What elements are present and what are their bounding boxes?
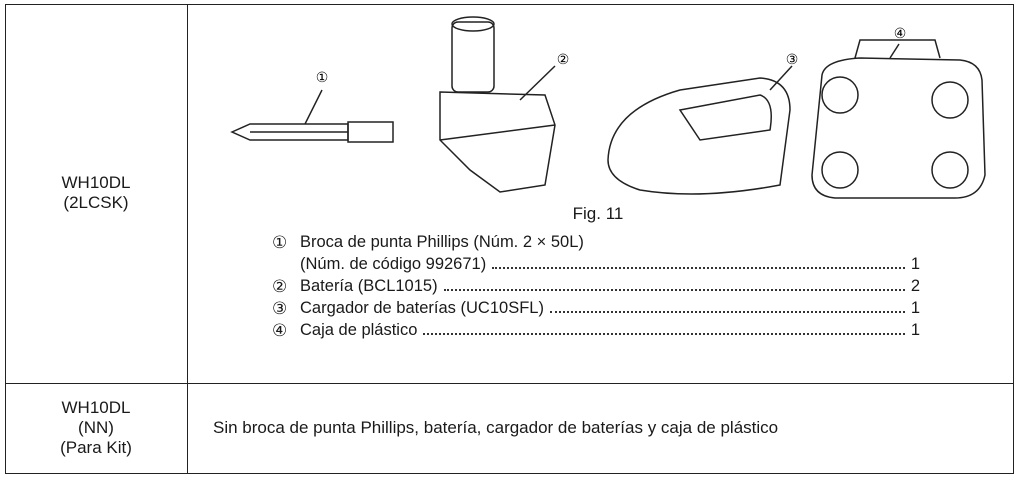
column-divider [187, 4, 188, 474]
item-line: Batería (BCL1015) 2 [300, 274, 920, 296]
item-qty: 2 [910, 277, 920, 295]
drawings [230, 16, 986, 199]
item-text: Caja de plástico [300, 321, 418, 339]
note: Sin broca de punta Phillips, batería, ca… [213, 418, 779, 437]
item-marker: ② [272, 277, 288, 296]
leader [549, 311, 905, 313]
leader [443, 289, 905, 291]
model-line: WH10DL [61, 173, 131, 192]
item-text: Batería (BCL1015) [300, 277, 438, 295]
leader [492, 267, 905, 269]
item-qty: 1 [910, 299, 920, 317]
item-text: Cargador de baterías (UC10SFL) [300, 299, 544, 317]
item-line: Cargador de baterías (UC10SFL) 1 [300, 296, 920, 318]
figure-caption: Fig. 11 [572, 204, 624, 223]
item-qty: 1 [910, 255, 920, 273]
callout: ③ [786, 51, 799, 67]
model-line: (2LCSK) [63, 193, 129, 212]
model-line: (NN) [78, 418, 114, 437]
callout: ② [557, 51, 570, 67]
leader [423, 333, 905, 335]
item-qty: 1 [910, 321, 920, 339]
item-text: (Núm. de código 992671) [300, 255, 487, 273]
item-line: Caja de plástico 1 [300, 318, 920, 340]
model-line: WH10DL [61, 398, 131, 417]
item-marker: ④ [272, 321, 288, 340]
callout: ④ [894, 25, 907, 41]
item-line: Broca de punta Phillips (Núm. 2 × 50L) [300, 230, 920, 252]
model-cell: WH10DL (2LCSK) [5, 173, 187, 213]
item-marker: ① [272, 233, 288, 252]
callout: ① [316, 69, 329, 85]
item-marker: ③ [272, 299, 288, 318]
model-line: (Para Kit) [60, 438, 132, 457]
item-line: (Núm. de código 992671) 1 [300, 252, 920, 274]
table-outline [5, 4, 1014, 474]
row-divider [5, 383, 1014, 384]
model-cell: WH10DL (NN) (Para Kit) [5, 398, 187, 458]
item-text: Broca de punta Phillips (Núm. 2 × 50L) [300, 233, 584, 251]
